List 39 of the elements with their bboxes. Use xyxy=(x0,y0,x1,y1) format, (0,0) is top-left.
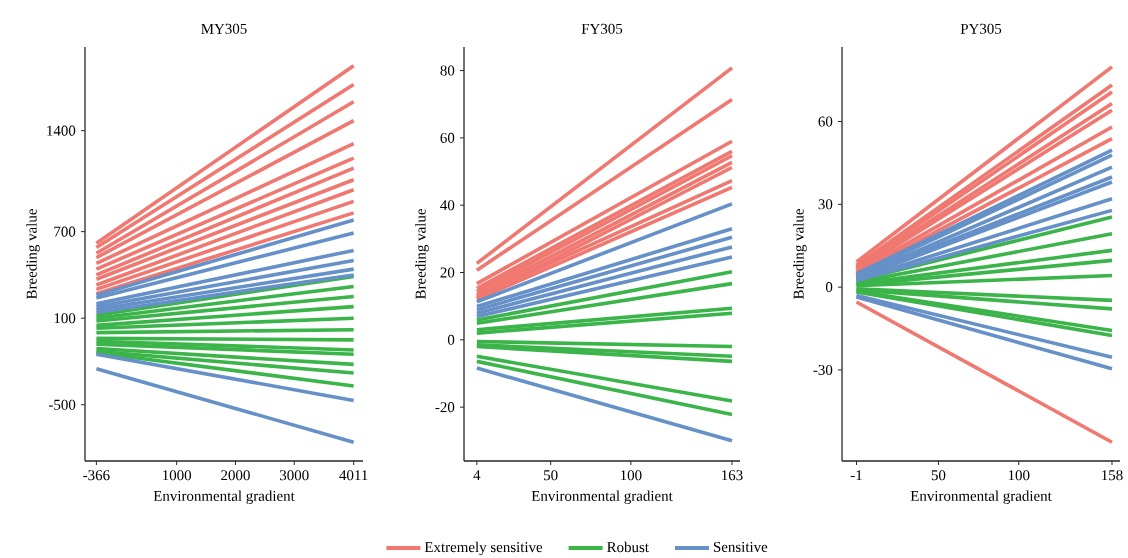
y-tick-label: -500 xyxy=(48,399,76,410)
y-tick-label: 700 xyxy=(54,226,76,237)
y-tick-label: 60 xyxy=(440,132,455,143)
x-tick-label: 4011 xyxy=(339,470,368,481)
x-axis-title: Environmental gradient xyxy=(910,490,1052,505)
y-tick-label: -30 xyxy=(813,364,833,375)
y-tick-label: 1400 xyxy=(47,125,76,136)
legend-label: Sensitive xyxy=(713,541,768,552)
y-tick-label: -20 xyxy=(435,402,455,413)
legend-label: Robust xyxy=(607,541,649,553)
y-tick-label: 30 xyxy=(818,199,833,210)
x-tick-label: 163 xyxy=(722,470,743,481)
y-tick-label: 80 xyxy=(440,65,455,76)
x-tick-label: 50 xyxy=(544,470,558,481)
legend-label: Extremely sensitive xyxy=(424,541,543,556)
x-tick-label: 4 xyxy=(473,470,481,481)
chart-title: PY305 xyxy=(960,23,1002,34)
y-axis-title: Breeding value xyxy=(793,209,807,299)
x-tick-label: 50 xyxy=(931,470,946,481)
y-tick-label: 100 xyxy=(54,313,76,324)
x-tick-label: 158 xyxy=(1102,470,1123,481)
x-tick-label: 3000 xyxy=(280,470,309,481)
x-tick-label: -1 xyxy=(850,470,862,481)
chart-title: MY305 xyxy=(201,23,247,34)
x-tick-label: -366 xyxy=(83,470,110,481)
x-tick-label: 100 xyxy=(620,470,642,481)
x-tick-label: 1000 xyxy=(163,470,192,481)
y-tick-label: 0 xyxy=(825,282,833,293)
y-axis-title: Breeding value xyxy=(26,209,40,299)
x-axis-title: Environmental gradient xyxy=(153,490,295,505)
y-tick-label: 20 xyxy=(440,267,455,278)
chart-title: FY305 xyxy=(581,23,623,34)
x-tick-label: 100 xyxy=(1008,470,1030,481)
x-axis-title: Environmental gradient xyxy=(531,490,673,505)
y-tick-label: 40 xyxy=(440,200,455,211)
x-tick-label: 2000 xyxy=(221,470,250,481)
y-tick-label: 60 xyxy=(818,116,833,127)
y-tick-label: 0 xyxy=(447,334,455,345)
y-axis-title: Breeding value xyxy=(415,209,429,299)
